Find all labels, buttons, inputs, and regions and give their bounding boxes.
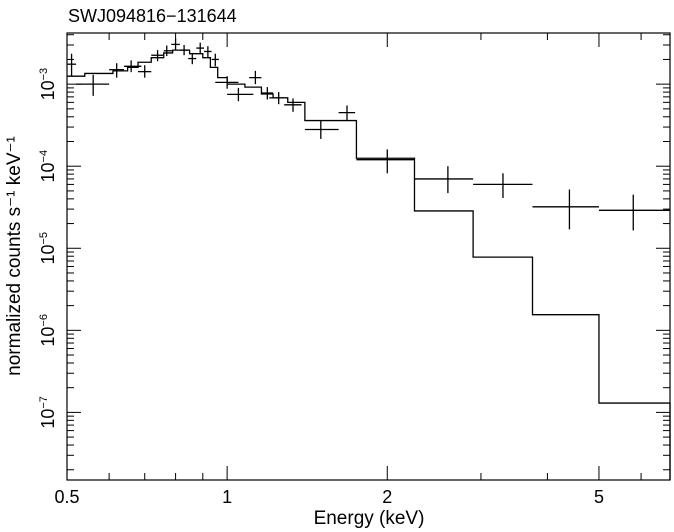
svg-text:10−5: 10−5: [38, 232, 58, 265]
data-point: [76, 74, 110, 96]
y-axis-label: normalized counts s⁻¹ keV⁻¹: [4, 136, 25, 376]
x-tick-label: 1: [222, 487, 232, 507]
data-point: [414, 166, 474, 194]
data-point: [67, 53, 77, 77]
y-tick-label: 10−3: [38, 68, 58, 101]
data-point: [138, 65, 152, 78]
y-axis: 10−7 10−6 10−5 10−4 10−3: [38, 34, 670, 471]
data-point: [204, 46, 212, 58]
y-tick-label: 10−7: [38, 396, 58, 429]
svg-text:10−4: 10−4: [38, 150, 58, 183]
data-points: [67, 38, 670, 231]
y-tick-label: 10−6: [38, 314, 58, 347]
svg-text:10−7: 10−7: [38, 396, 58, 429]
svg-text:10−6: 10−6: [38, 314, 58, 347]
x-tick-label: 5: [594, 487, 604, 507]
data-point: [163, 45, 173, 57]
model-line: [67, 49, 671, 480]
data-point: [598, 194, 670, 231]
data-point: [304, 120, 339, 139]
data-point: [171, 38, 180, 51]
plot-title: SWJ094816−131644: [68, 6, 237, 26]
data-point: [211, 53, 219, 67]
data-point: [473, 173, 533, 198]
x-tick-label: 0.5: [54, 487, 79, 507]
data-point: [249, 70, 262, 85]
data-point: [338, 105, 356, 121]
x-axis-label: Energy (keV): [314, 508, 425, 529]
data-point: [356, 149, 415, 174]
svg-text:10−3: 10−3: [38, 68, 58, 101]
data-point: [284, 98, 302, 112]
data-point: [532, 189, 599, 230]
data-point: [188, 52, 197, 65]
x-axis: 0.5 1 2 5: [54, 33, 642, 507]
data-point: [227, 87, 254, 102]
data-point: [196, 42, 205, 54]
y-tick-label: 10−4: [38, 150, 58, 183]
model-steps: [67, 49, 671, 480]
y-tick-label: 10−5: [38, 232, 58, 265]
x-tick-label: 2: [382, 487, 392, 507]
data-point: [151, 50, 164, 62]
plot-frame: [66, 32, 671, 481]
